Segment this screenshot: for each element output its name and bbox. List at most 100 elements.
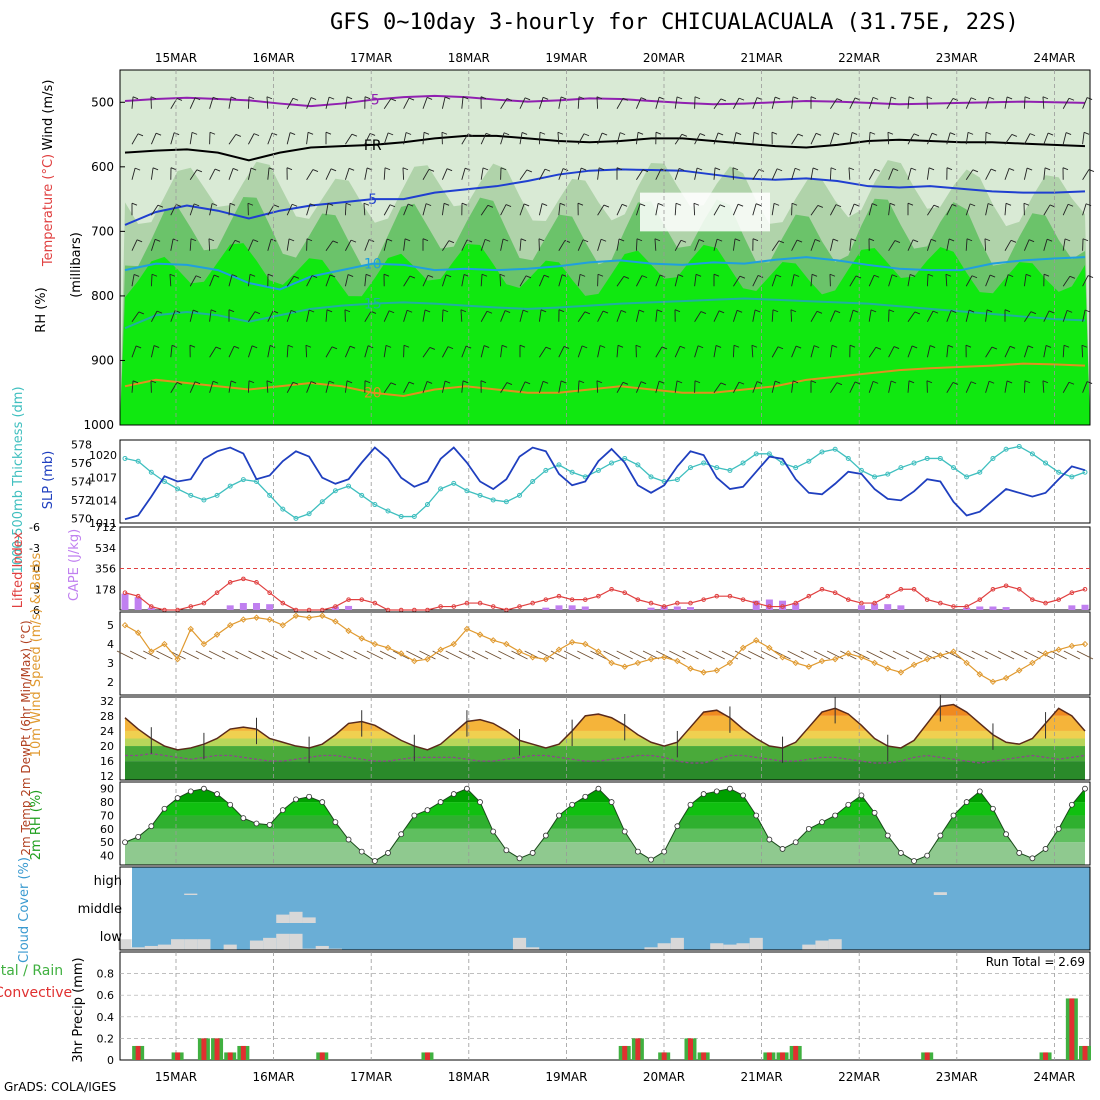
wind-barb (500, 132, 505, 145)
wind-barb-feather (948, 238, 955, 242)
wind-barb-feather (1068, 381, 1075, 385)
wind-barb (926, 167, 930, 180)
wind-barb (1024, 311, 1032, 322)
wind-barb (406, 650, 423, 660)
wind-barb-feather (403, 344, 410, 348)
wind-barb (868, 169, 876, 180)
wind-speed-point (818, 657, 826, 665)
thickness-tick-label: 574 (71, 476, 92, 489)
wind-barb (392, 650, 410, 660)
wind-barb (636, 169, 644, 180)
date-label-bottom: 20MAR (643, 1070, 685, 1084)
wind-tick-label: 2 (107, 676, 114, 689)
precip-convective-bar (1082, 1045, 1088, 1060)
wind-barb (442, 240, 450, 251)
date-label-top: 23MAR (936, 51, 978, 65)
precip-convective-bar (319, 1052, 325, 1060)
temp-tick-label: 32 (100, 695, 114, 708)
wind-barb (829, 238, 834, 251)
wind-barb (577, 133, 585, 145)
wind-barb-feather (466, 239, 473, 243)
wind-barb (498, 650, 515, 660)
rh-point (727, 785, 733, 792)
rh-point (950, 812, 957, 819)
rh-point (227, 801, 234, 808)
wind-barb (616, 382, 624, 393)
wind-barb (616, 238, 620, 251)
wind-barb (888, 380, 892, 393)
wind-barb-feather (248, 96, 255, 100)
wind-barb-feather (813, 345, 820, 349)
wind-barb (558, 168, 564, 180)
wind-barb (286, 310, 292, 322)
rh-point (398, 831, 405, 838)
lifted-index-point (990, 586, 996, 592)
wind-barb (209, 97, 214, 109)
precip-convective-bar (701, 1052, 707, 1060)
wind-barb-feather (771, 131, 778, 135)
wind-barb-feather (889, 202, 896, 206)
cape-bar (976, 606, 984, 610)
wind-barb-feather (797, 133, 804, 137)
panel-ylabel-line: 10m Wind Speed (m/s) & Barbs (29, 552, 44, 757)
wind-barb-feather (1028, 239, 1035, 243)
thickness-point (398, 514, 404, 520)
wind-barb (461, 168, 466, 180)
wind-barb-feather (602, 310, 609, 314)
wind-barb-feather (739, 275, 746, 279)
wind-barb (868, 97, 874, 109)
wind-barb-feather (1064, 238, 1071, 242)
wind-barb-feather (965, 344, 972, 348)
wind-barb-feather (733, 344, 740, 348)
wind-barb-feather (409, 275, 416, 279)
wind-barb-feather (408, 381, 415, 385)
wind-barb (558, 274, 563, 287)
temp-band (125, 738, 1085, 747)
wind-barb (170, 345, 173, 358)
wind-barb-feather (344, 309, 351, 313)
wind-barb-feather (172, 238, 179, 242)
wind-barb (366, 650, 384, 660)
wind-barb (616, 204, 623, 216)
wind-barb-feather (232, 168, 239, 171)
wind-barb (403, 203, 409, 216)
wind-barb (965, 238, 968, 251)
precip-convective-bar (780, 1052, 786, 1060)
wind-barb-feather (830, 167, 837, 171)
wind-barb (907, 380, 910, 393)
rh-point (937, 832, 944, 839)
wind-barb-feather (578, 380, 585, 384)
wind-barb (422, 132, 425, 145)
wind-barb-feather (253, 133, 260, 137)
wind-barb (965, 97, 972, 109)
rh-point (437, 799, 444, 805)
isotherm-line (124, 134, 1086, 162)
cape-bar (857, 605, 865, 610)
lifted-index-point (582, 597, 588, 602)
wind-barb (733, 275, 741, 287)
pressure-tick-label: 800 (91, 289, 114, 303)
precip-tick-label: 0.6 (97, 989, 115, 1002)
wind-speed-point (910, 661, 918, 669)
wind-barb-feather (796, 239, 803, 243)
wind-barb (694, 311, 702, 322)
wind-speed-point (292, 612, 300, 619)
wind-barb-feather (383, 273, 390, 277)
isotherm-line (124, 94, 1086, 108)
lifted-tick-label: -3 (29, 542, 40, 555)
thickness-point (280, 506, 286, 512)
thickness-tick-label: 578 (71, 439, 92, 452)
wind-barb (946, 310, 952, 322)
wind-barb (422, 309, 426, 322)
wind-barb (345, 239, 352, 251)
wind-barb (849, 132, 853, 145)
rh-point (766, 836, 773, 843)
wind-barb (616, 98, 624, 109)
thickness-point (464, 488, 470, 494)
cape-bar (266, 604, 274, 610)
lifted-index-point (793, 600, 798, 606)
rh-point (214, 791, 220, 797)
wind-barb (286, 382, 294, 393)
wind-barb-feather (676, 380, 683, 384)
thickness-point (332, 488, 338, 494)
